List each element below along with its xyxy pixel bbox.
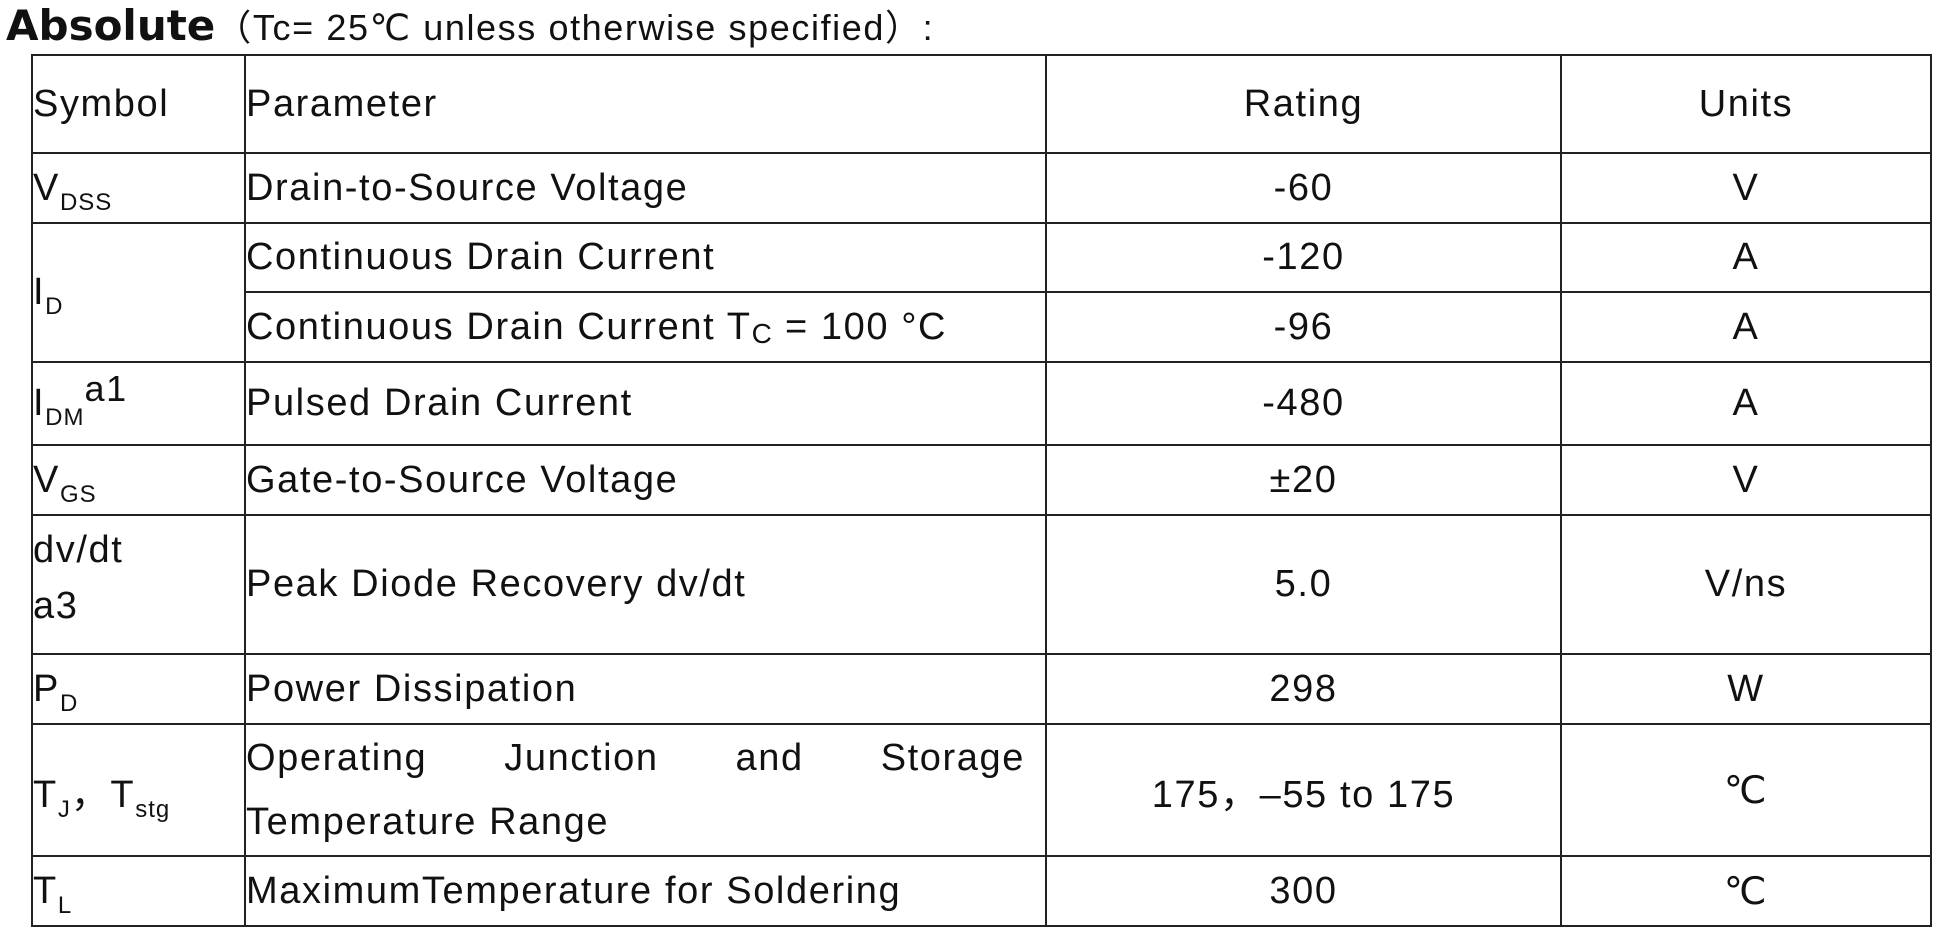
- rating-cell: 175，–55 to 175: [1045, 723, 1562, 857]
- rating-cell: -120: [1045, 222, 1562, 293]
- symbol-subscript: J: [57, 795, 71, 823]
- symbol-subscript: DSS: [59, 188, 113, 216]
- table-row: Continuous Drain Current TC = 100 °C -96…: [32, 291, 1932, 363]
- rating-cell: 5.0: [1045, 514, 1562, 655]
- parameter-cell: Power Dissipation: [244, 653, 1047, 725]
- symbol-cell: TL: [31, 855, 246, 927]
- title-condition: （Tc= 25℃ unless otherwise specified）:: [215, 7, 935, 48]
- table-row: PD Power Dissipation 298 W: [31, 653, 1932, 725]
- symbol-subscript: D: [45, 293, 64, 320]
- rating-cell: -60: [1045, 152, 1562, 224]
- parameter-line-1: Operating Junction and Storage: [246, 737, 1025, 779]
- symbol-cell: PD: [31, 653, 246, 725]
- table-row: IDMa1 Pulsed Drain Current -480 A: [31, 361, 1932, 446]
- symbol-subscript-2: stg: [135, 795, 171, 823]
- rating-cell: ±20: [1045, 444, 1562, 516]
- table-row: TL MaximumTemperature for Soldering 300 …: [31, 855, 1932, 927]
- symbol-separator: ，: [70, 773, 111, 816]
- symbol-main: V: [33, 458, 60, 501]
- parameter-subscript: C: [751, 317, 773, 349]
- header-row: Symbol Parameter Rating Units: [31, 54, 1932, 154]
- rating-cell: 298: [1045, 653, 1562, 725]
- absolute-ratings-table: Symbol Parameter Rating Units VDSS Drain…: [31, 54, 1932, 927]
- parameter-cell: Continuous Drain Current: [244, 222, 1047, 293]
- symbol-main: V: [33, 166, 60, 209]
- table-row: ID Continuous Drain Current -120 A: [31, 222, 1932, 363]
- symbol-main: P: [33, 667, 60, 710]
- symbol-cell: VDSS: [31, 152, 246, 224]
- table-row: VDSS Drain-to-Source Voltage -60 V: [31, 152, 1932, 224]
- rating-cell: -480: [1045, 361, 1562, 446]
- parameter-cell: Gate-to-Source Voltage: [244, 444, 1047, 516]
- table-row: TJ，Tstg Operating Junction and Storage Te…: [31, 723, 1932, 857]
- symbol-cell: dv/dt a3: [31, 514, 246, 655]
- header-parameter: Parameter: [244, 54, 1047, 154]
- header-units: Units: [1560, 54, 1932, 154]
- symbol-cell: ID: [31, 222, 246, 363]
- parameter-text-tail: = 100 °C: [772, 305, 948, 348]
- units-cell: A: [1560, 361, 1932, 446]
- table-row: VGS Gate-to-Source Voltage ±20 V: [31, 444, 1932, 516]
- symbol-line-1: dv/dt: [33, 529, 124, 571]
- units-cell: W: [1560, 653, 1932, 725]
- symbol-main: I: [33, 271, 46, 313]
- symbol-main: I: [33, 382, 46, 424]
- symbol-line-2: a3: [33, 585, 79, 627]
- header-symbol: Symbol: [31, 54, 246, 154]
- parameter-cell: Peak Diode Recovery dv/dt: [244, 514, 1047, 655]
- symbol-superscript: a1: [84, 368, 128, 409]
- rating-cell: 300: [1045, 855, 1562, 927]
- units-cell: A: [1560, 291, 1932, 363]
- units-cell: V/ns: [1560, 514, 1932, 655]
- symbol-cell: IDMa1: [31, 361, 246, 446]
- symbol-subscript: D: [59, 689, 79, 717]
- units-cell: ℃: [1560, 855, 1932, 927]
- table-row: dv/dt a3 Peak Diode Recovery dv/dt 5.0 V/…: [31, 514, 1932, 655]
- units-cell: V: [1560, 152, 1932, 224]
- parameter-line-2: Temperature Range: [246, 801, 610, 843]
- symbol-subscript: L: [57, 891, 73, 919]
- parameter-cell: Drain-to-Source Voltage: [244, 152, 1047, 224]
- header-rating: Rating: [1045, 54, 1562, 154]
- rating-cell: -96: [1045, 291, 1562, 363]
- parameter-cell: Operating Junction and Storage Temperatur…: [244, 723, 1047, 857]
- parameter-text: Continuous Drain Current T: [246, 305, 752, 348]
- table-title: Absolute（Tc= 25℃ unless otherwise specif…: [6, 0, 934, 52]
- parameter-cell: Continuous Drain Current TC = 100 °C: [244, 291, 1047, 363]
- symbol-cell: VGS: [31, 444, 246, 516]
- symbol-subscript: DM: [45, 404, 85, 431]
- units-cell: ℃: [1560, 723, 1932, 857]
- title-bold-word: Absolute: [6, 1, 216, 50]
- units-cell: V: [1560, 444, 1932, 516]
- parameter-cell: MaximumTemperature for Soldering: [244, 855, 1047, 927]
- symbol-main: T: [33, 869, 58, 912]
- units-cell: A: [1560, 222, 1932, 293]
- symbol-main-2: T: [110, 773, 136, 816]
- parameter-cell: Pulsed Drain Current: [244, 361, 1047, 446]
- symbol-subscript: GS: [59, 480, 97, 508]
- symbol-cell: TJ，Tstg: [31, 723, 246, 857]
- symbol-main: T: [33, 773, 58, 816]
